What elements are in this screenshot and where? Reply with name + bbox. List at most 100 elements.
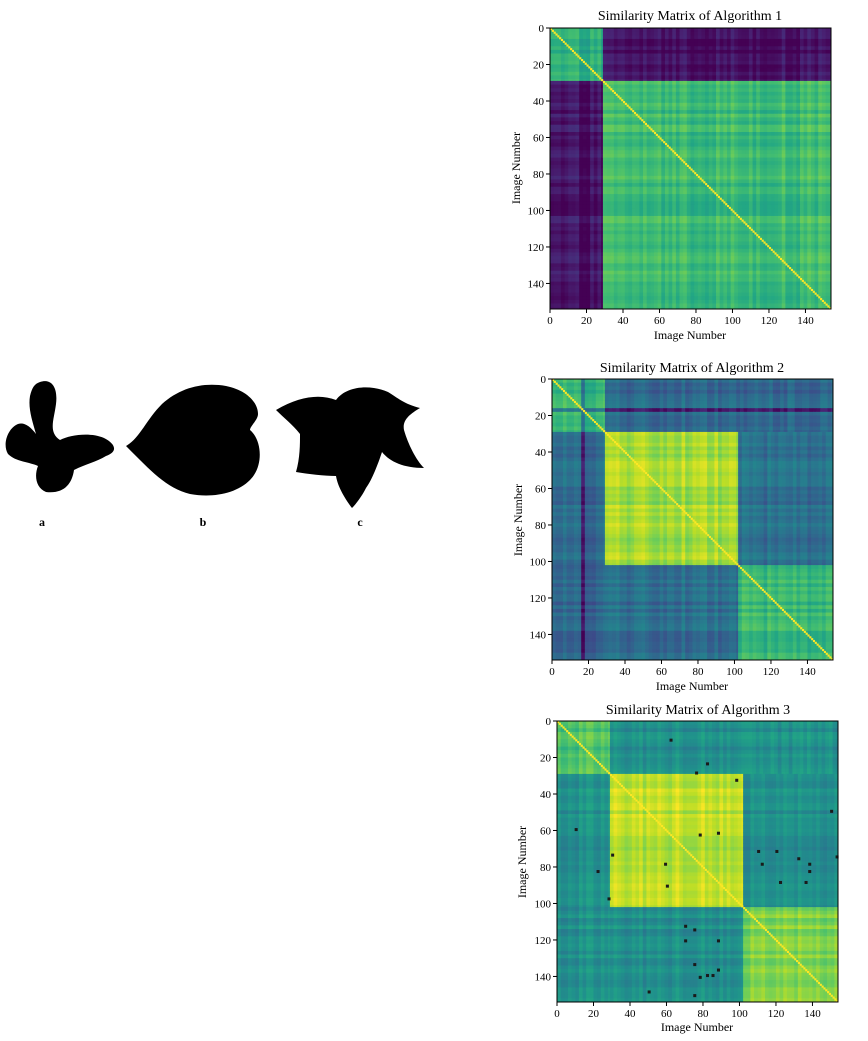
heatmap-cell xyxy=(664,88,669,93)
heatmap-cell xyxy=(639,46,644,51)
heatmap-cell xyxy=(708,75,713,80)
heatmap-cell xyxy=(590,102,595,107)
heatmap-cell xyxy=(814,142,819,147)
heatmap-cell xyxy=(778,186,783,191)
heatmap-cell xyxy=(734,241,739,246)
heatmap-cell xyxy=(792,219,797,224)
heatmap-cell xyxy=(654,234,659,239)
heatmap-cell xyxy=(664,91,669,96)
heatmap-cell xyxy=(557,71,562,76)
heatmap-cell xyxy=(553,285,558,290)
heatmap-cell xyxy=(639,60,644,65)
heatmap-cell xyxy=(590,175,595,180)
heatmap-cell xyxy=(716,175,721,180)
heatmap-cell xyxy=(571,71,576,76)
heatmap-cell xyxy=(705,215,710,220)
heatmap-cell xyxy=(818,79,823,82)
heatmap-cell xyxy=(767,164,772,169)
heatmap-cell xyxy=(730,80,735,85)
heatmap-cell xyxy=(643,71,648,76)
heatmap-cell xyxy=(748,175,753,180)
heatmap-cell xyxy=(610,223,615,228)
heatmap-cell xyxy=(679,88,684,93)
heatmap-cell xyxy=(628,121,633,126)
heatmap-cell xyxy=(590,241,595,246)
heatmap-cell xyxy=(601,230,604,235)
heatmap-cell xyxy=(650,245,655,250)
heatmap-cell xyxy=(661,102,666,107)
heatmap-cell xyxy=(810,110,815,115)
heatmap-cell xyxy=(639,128,644,133)
heatmap-cell xyxy=(639,80,644,85)
heatmap-cell xyxy=(737,64,742,69)
heatmap-cell xyxy=(613,230,618,235)
heatmap-cell xyxy=(661,204,666,210)
heatmap-cell xyxy=(639,31,644,36)
heatmap-cell xyxy=(601,139,604,144)
heatmap-cell xyxy=(624,230,629,235)
heatmap-cell xyxy=(575,91,580,96)
heatmap-cell xyxy=(759,110,764,115)
heatmap-cell xyxy=(829,113,832,118)
heatmap-cell xyxy=(726,46,732,51)
heatmap-cell xyxy=(632,28,637,33)
heatmap-cell xyxy=(807,28,812,33)
heatmap-cell xyxy=(690,234,695,239)
heatmap-cell xyxy=(639,132,644,137)
heatmap-cell xyxy=(712,230,717,235)
heatmap-cell xyxy=(737,128,742,133)
heatmap-cell xyxy=(613,106,618,111)
heatmap-cell xyxy=(679,190,684,195)
heatmap-cell xyxy=(579,71,584,76)
heatmap-cell xyxy=(708,230,713,235)
heatmap-cell xyxy=(668,35,673,40)
heatmap-cell xyxy=(668,153,673,158)
heatmap-cell xyxy=(654,42,659,47)
heatmap-cell xyxy=(668,245,673,250)
heatmap-cell xyxy=(763,124,768,129)
heatmap-cell xyxy=(774,150,779,155)
heatmap-cell xyxy=(789,237,794,242)
heatmap-cell xyxy=(661,190,666,195)
heatmap-cell xyxy=(792,46,797,51)
heatmap-cell xyxy=(789,183,794,188)
heatmap-cell xyxy=(789,71,794,76)
heatmap-cell xyxy=(730,157,735,162)
heatmap-cell xyxy=(767,142,772,147)
heatmap-cell xyxy=(643,117,648,122)
heatmap-cell xyxy=(683,80,688,85)
heatmap-cell xyxy=(774,28,779,33)
heatmap-cell xyxy=(756,164,761,169)
heatmap-cell xyxy=(672,64,677,69)
heatmap-cell xyxy=(694,142,699,147)
heatmap-cell xyxy=(664,46,669,51)
heatmap-cell xyxy=(796,57,801,62)
heatmap-cell xyxy=(741,88,746,93)
heatmap-cell xyxy=(571,110,576,115)
heatmap-cell xyxy=(628,226,633,231)
heatmap-cell xyxy=(668,60,673,65)
heatmap-cell xyxy=(705,197,710,202)
heatmap-cell xyxy=(767,117,772,122)
heatmap-cell xyxy=(796,161,801,166)
heatmap-cell xyxy=(617,161,622,166)
heatmap-cell xyxy=(719,28,724,33)
heatmap-cell xyxy=(789,223,794,228)
heatmap-cell xyxy=(803,157,808,162)
heatmap-cell xyxy=(590,113,595,118)
heatmap-cell xyxy=(679,68,684,73)
heatmap-cell xyxy=(553,49,558,54)
heatmap-cell xyxy=(601,256,604,261)
heatmap-cell xyxy=(579,296,584,301)
heatmap-cell xyxy=(624,46,629,51)
heatmap-cell xyxy=(708,106,713,111)
heatmap-cell xyxy=(679,42,684,47)
heatmap-cell xyxy=(741,113,746,118)
heatmap-cell xyxy=(597,60,602,65)
heatmap-cell xyxy=(803,110,808,115)
heatmap-cell xyxy=(582,91,587,96)
heatmap-cell xyxy=(726,164,732,169)
heatmap-cell xyxy=(792,79,797,82)
heatmap-cell xyxy=(606,212,611,217)
heatmap-cell xyxy=(810,88,815,93)
